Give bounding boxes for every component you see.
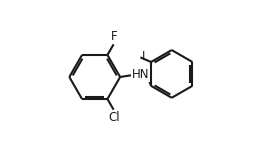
Text: I: I: [142, 50, 145, 63]
Text: F: F: [111, 30, 118, 43]
Text: HN: HN: [132, 68, 150, 81]
Text: Cl: Cl: [109, 111, 120, 124]
